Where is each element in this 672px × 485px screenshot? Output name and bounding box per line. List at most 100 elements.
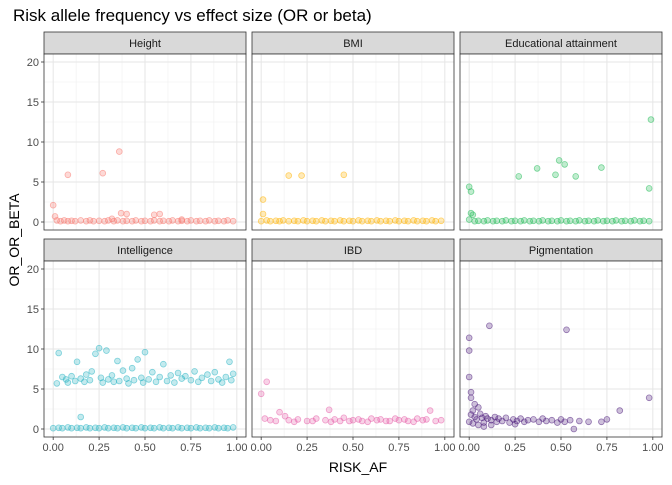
data-point xyxy=(224,424,231,432)
data-point xyxy=(491,413,499,421)
data-point xyxy=(49,424,57,432)
data-point xyxy=(340,217,348,225)
chart-title: Risk allele frequency vs effect size (OR… xyxy=(13,6,372,25)
data-point xyxy=(115,377,123,385)
data-point xyxy=(196,217,204,225)
data-point xyxy=(355,416,362,423)
data-point xyxy=(139,379,147,386)
data-point xyxy=(95,424,103,432)
data-point xyxy=(229,424,237,431)
data-point xyxy=(160,424,167,432)
data-point xyxy=(603,217,611,225)
data-point xyxy=(331,217,338,225)
data-point xyxy=(467,411,475,418)
x-tick-label: 0.25 xyxy=(296,442,317,454)
data-point xyxy=(191,368,198,375)
data-point xyxy=(53,380,61,387)
data-point xyxy=(475,217,482,225)
data-point xyxy=(340,171,348,179)
data-point xyxy=(169,424,176,432)
facet-panel: Educational attainment xyxy=(459,31,663,231)
data-point xyxy=(88,368,96,375)
y-tick-label: 20 xyxy=(27,57,39,69)
x-tick-label: 0.00 xyxy=(42,442,63,454)
data-point xyxy=(62,376,70,383)
data-point xyxy=(423,416,430,423)
data-point xyxy=(174,369,182,377)
data-point xyxy=(530,217,537,225)
data-point xyxy=(123,210,130,218)
data-point xyxy=(171,379,178,386)
data-point xyxy=(603,416,611,423)
data-point xyxy=(95,217,103,225)
data-point xyxy=(99,379,107,386)
data-point xyxy=(533,165,541,172)
data-point xyxy=(475,421,482,429)
data-point xyxy=(480,423,488,430)
data-point xyxy=(257,390,265,398)
data-point xyxy=(145,376,152,383)
data-point xyxy=(298,172,305,179)
data-point xyxy=(377,416,384,423)
data-point xyxy=(395,416,403,424)
data-point xyxy=(204,371,211,378)
data-point xyxy=(114,217,121,224)
data-point xyxy=(401,416,408,423)
data-point xyxy=(386,217,394,225)
data-point xyxy=(465,183,473,191)
data-point xyxy=(163,377,171,385)
data-point xyxy=(117,209,125,217)
data-point xyxy=(473,416,480,423)
data-point xyxy=(484,217,491,224)
facet-panel: IBD 0.00 0.25 0.50 0.75 1.00 xyxy=(250,238,456,454)
data-point xyxy=(382,417,390,425)
data-point xyxy=(566,416,574,424)
data-point xyxy=(561,418,568,426)
data-point xyxy=(502,217,510,224)
data-point xyxy=(178,216,186,223)
data-point xyxy=(228,376,235,384)
data-point xyxy=(196,424,204,432)
data-point xyxy=(552,171,559,179)
data-point xyxy=(149,368,156,376)
data-point xyxy=(229,370,237,378)
y-tick-label: 10 xyxy=(27,137,39,149)
y-tick-label: 5 xyxy=(33,177,39,189)
data-point xyxy=(349,217,357,225)
x-tick-label: 0.50 xyxy=(342,442,363,454)
data-point xyxy=(594,217,602,224)
data-point xyxy=(194,378,202,386)
data-point xyxy=(465,347,473,354)
data-point xyxy=(340,414,348,422)
data-point xyxy=(259,210,267,218)
data-point xyxy=(432,217,439,225)
data-point xyxy=(471,400,478,408)
data-point xyxy=(123,424,130,432)
data-point xyxy=(432,417,439,425)
data-point xyxy=(73,358,81,366)
y-tick-label: 10 xyxy=(27,344,39,356)
data-point xyxy=(325,406,333,414)
data-point xyxy=(598,164,605,171)
data-point xyxy=(279,217,287,224)
data-point xyxy=(391,415,399,422)
data-point xyxy=(141,217,149,225)
data-point xyxy=(555,157,563,164)
data-point xyxy=(267,217,274,225)
data-point xyxy=(561,161,568,168)
data-point xyxy=(413,217,421,225)
x-tick-label: 0.00 xyxy=(458,442,479,454)
data-point xyxy=(132,217,140,224)
data-point xyxy=(152,378,160,386)
data-point xyxy=(215,424,222,432)
data-point xyxy=(205,424,213,432)
y-axis-label: OR_OR_BETA xyxy=(6,193,22,287)
data-point xyxy=(395,217,403,225)
data-point xyxy=(281,412,289,420)
data-point xyxy=(150,211,158,219)
data-point xyxy=(71,217,79,225)
x-tick-label: 0.50 xyxy=(134,442,155,454)
y-tick-label: 15 xyxy=(27,304,39,316)
data-point xyxy=(123,375,130,382)
data-point xyxy=(616,407,624,414)
